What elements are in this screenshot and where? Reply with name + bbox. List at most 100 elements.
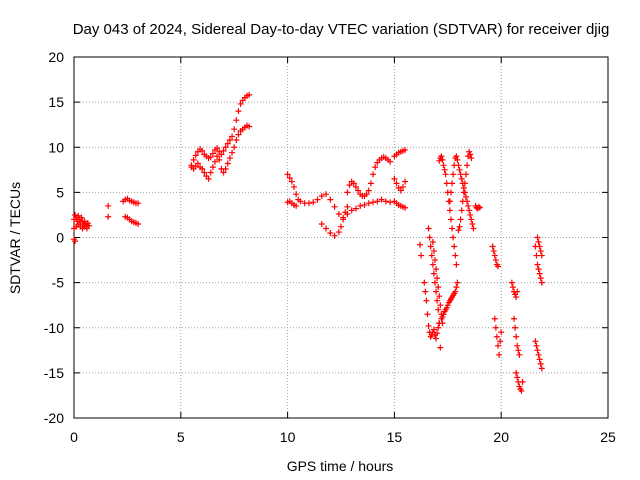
data-point <box>436 293 443 300</box>
data-point <box>514 342 521 349</box>
x-axis-label: GPS time / hours <box>287 458 394 474</box>
data-point <box>437 302 444 309</box>
data-point <box>475 203 482 210</box>
y-tick-label: -5 <box>52 275 65 291</box>
data-point <box>538 279 545 286</box>
data-point <box>288 178 295 185</box>
x-tick-label: 15 <box>387 429 403 445</box>
data-point <box>224 160 231 167</box>
data-point <box>84 220 91 227</box>
data-point <box>231 126 238 133</box>
x-tick-label: 10 <box>280 429 296 445</box>
data-point <box>533 252 540 259</box>
data-point <box>491 252 498 259</box>
data-point <box>511 315 518 322</box>
data-point <box>361 202 368 209</box>
y-tick-label: -20 <box>44 410 64 426</box>
data-point <box>451 243 458 250</box>
data-point <box>455 162 462 169</box>
y-tick-label: 15 <box>48 94 64 110</box>
data-point <box>434 275 441 282</box>
data-point <box>458 175 465 182</box>
data-point <box>297 198 304 205</box>
data-point <box>387 158 394 165</box>
data-point <box>467 151 474 158</box>
data-point <box>305 200 312 207</box>
data-point <box>199 165 206 172</box>
data-point <box>399 183 406 190</box>
data-point <box>494 342 501 349</box>
data-point <box>81 218 88 225</box>
x-tick-label: 5 <box>177 429 185 445</box>
data-point <box>335 211 342 218</box>
data-point <box>431 279 438 286</box>
data-point <box>464 162 471 169</box>
data-point <box>286 174 293 181</box>
data-point <box>402 204 409 211</box>
data-point <box>453 284 460 291</box>
data-point <box>194 160 201 167</box>
data-point <box>453 261 460 268</box>
data-point <box>446 198 453 205</box>
data-point <box>442 171 449 178</box>
data-point <box>457 216 464 223</box>
data-point <box>494 263 501 270</box>
data-point <box>72 211 79 218</box>
data-point <box>293 191 300 198</box>
data-point <box>425 225 432 232</box>
data-point <box>226 137 233 144</box>
data-point <box>538 252 545 259</box>
data-point <box>450 171 457 178</box>
data-point <box>436 157 443 164</box>
data-point <box>460 189 467 196</box>
data-point <box>331 232 338 239</box>
y-tick-labels: -20 -15 -10 -5 0 5 10 15 20 <box>44 49 64 426</box>
data-point <box>220 169 227 176</box>
data-point <box>363 191 370 198</box>
data-point <box>468 155 475 162</box>
data-point <box>491 315 498 322</box>
data-point <box>323 225 330 232</box>
data-point <box>450 234 457 241</box>
data-point <box>344 203 351 210</box>
data-point <box>446 207 453 214</box>
data-point <box>214 153 221 160</box>
data-point <box>430 326 437 333</box>
data-point <box>224 140 231 147</box>
data-point <box>470 225 477 232</box>
data-point <box>367 180 374 187</box>
data-point <box>423 297 430 304</box>
data-point <box>469 220 476 227</box>
data-point <box>372 164 379 171</box>
data-point <box>535 266 542 273</box>
data-point <box>207 154 214 161</box>
chart-title: Day 043 of 2024, Sidereal Day-to-day VTE… <box>73 21 610 38</box>
data-point <box>323 191 330 198</box>
data-point <box>449 180 456 187</box>
data-point <box>220 147 227 154</box>
data-point <box>216 156 223 163</box>
data-point <box>514 288 521 295</box>
data-point <box>291 183 298 190</box>
data-point <box>535 351 542 358</box>
data-point <box>344 189 351 196</box>
data-point <box>237 100 244 107</box>
data-point <box>536 243 543 250</box>
data-point <box>534 347 541 354</box>
data-point <box>465 202 472 209</box>
data-point <box>229 149 236 156</box>
data-point <box>513 333 520 340</box>
data-point <box>440 162 447 169</box>
data-point <box>105 213 112 220</box>
y-tick-label: 10 <box>48 139 64 155</box>
data-point <box>365 187 372 194</box>
data-point <box>214 145 221 152</box>
data-point <box>538 365 545 372</box>
data-point <box>448 216 455 223</box>
data-point <box>497 338 504 345</box>
data-point <box>435 306 442 313</box>
data-point <box>516 351 523 358</box>
data-point <box>293 202 300 209</box>
data-point <box>466 207 473 214</box>
data-point <box>455 227 462 234</box>
